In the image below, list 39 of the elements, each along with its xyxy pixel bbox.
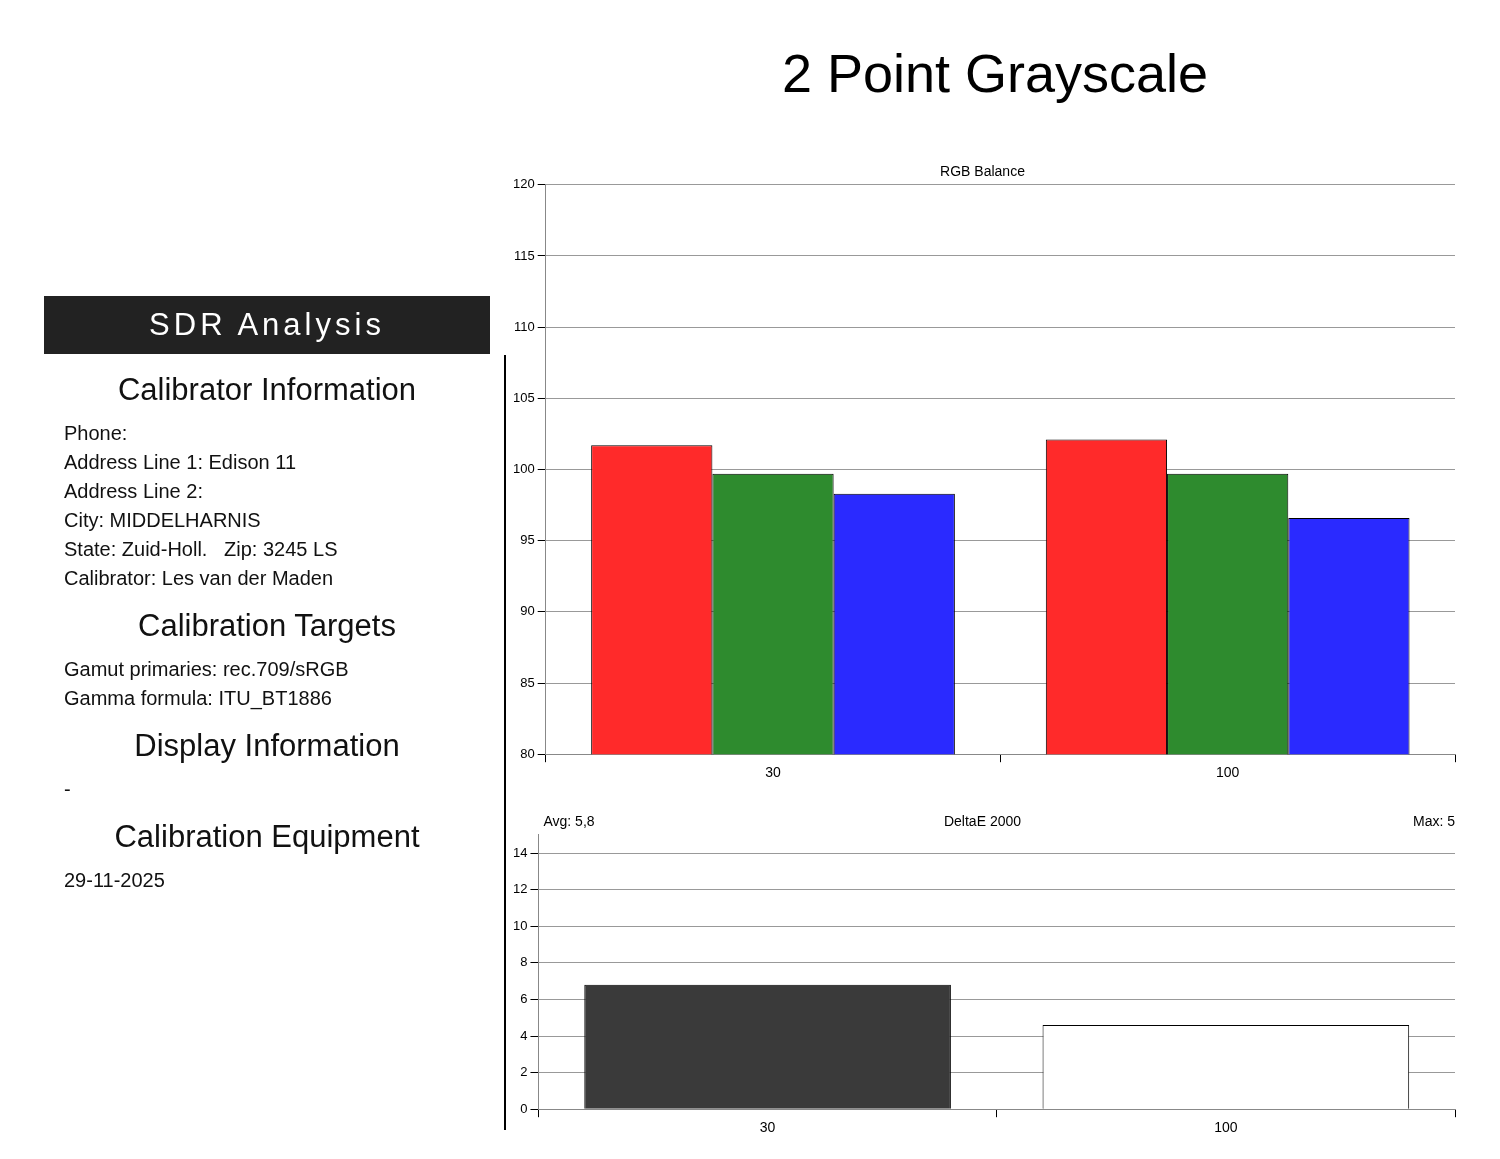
text: Gamut primaries: rec.709/sRGB	[64, 658, 350, 681]
text: Phone:	[64, 422, 129, 445]
text: Address Line 1: Edison 11	[64, 451, 297, 474]
text: Address Line 2:	[64, 480, 204, 503]
text: State: Zuid-Holl. Zip: 3245 LS	[64, 538, 339, 561]
text: Max: 5	[1412, 812, 1456, 829]
y-tick-label: 80	[520, 745, 535, 761]
text: City: MIDDELHARNIS	[64, 509, 262, 532]
y-tick-label: 95	[520, 532, 535, 548]
y-tick-label: 85	[520, 674, 535, 690]
text: Calibration Targets	[137, 608, 397, 644]
chart-title: 2 Point Grayscale	[780, 42, 1210, 104]
y-tick-label: 8	[520, 954, 528, 970]
text: SDR Analysis	[149, 307, 385, 343]
text: Display Information	[133, 728, 401, 764]
y-tick-label: 14	[512, 844, 528, 860]
text: Calibrator: Les van der Maden	[64, 567, 335, 590]
chart-subtitle: RGB Balance	[940, 163, 1026, 180]
y-tick-label: 105	[512, 389, 535, 405]
y-tick-label: 0	[520, 1100, 528, 1116]
y-tick-label: 6	[520, 991, 528, 1007]
y-tick-label: 115	[513, 247, 535, 263]
text: Calibrator Information	[116, 372, 418, 408]
chart-title: DeltaE 2000	[943, 813, 1022, 830]
y-tick-label: 4	[520, 1027, 528, 1043]
text: Calibration Equipment	[113, 819, 421, 855]
y-tick-label: 100	[512, 461, 535, 477]
text: 29-11-2025	[64, 869, 166, 892]
y-tick-label: 12	[512, 881, 528, 897]
y-tick-label: 90	[520, 603, 535, 619]
y-tick-label: 120	[512, 176, 535, 192]
y-tick-label: 110	[513, 318, 535, 334]
y-tick-label: 2	[520, 1064, 528, 1080]
x-tick-label: 30	[765, 764, 782, 781]
text: Gamma formula: ITU_BT1886	[64, 687, 333, 710]
text: Avg: 5,8	[543, 812, 595, 829]
text: -	[64, 778, 72, 801]
y-tick-label: 10	[512, 917, 528, 933]
x-tick-label: 30	[759, 1119, 776, 1136]
